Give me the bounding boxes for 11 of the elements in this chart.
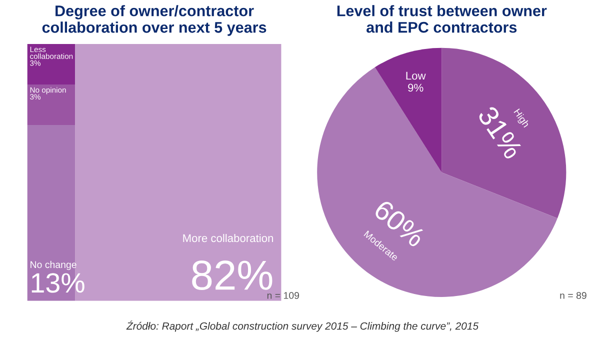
text: Źródło: Raport „Global construction survey 2015 – Climbing the curve”, 2015: [126, 320, 479, 332]
category-label: More collaboration: [183, 234, 273, 242]
text: Degree of owner/contractor collaboration over next 5 years: [42, 5, 266, 36]
data-label: 9%: [408, 84, 424, 92]
chart-title: Level of trust between owner and EPC contractors: [337, 5, 547, 33]
category-label: No change: [30, 260, 76, 270]
data-label: 82%: [192, 260, 272, 290]
text: n = 89: [560, 292, 586, 299]
text: n = 109: [267, 292, 300, 299]
slice-label: Low: [406, 72, 426, 80]
data-label: 13%: [32, 273, 84, 293]
